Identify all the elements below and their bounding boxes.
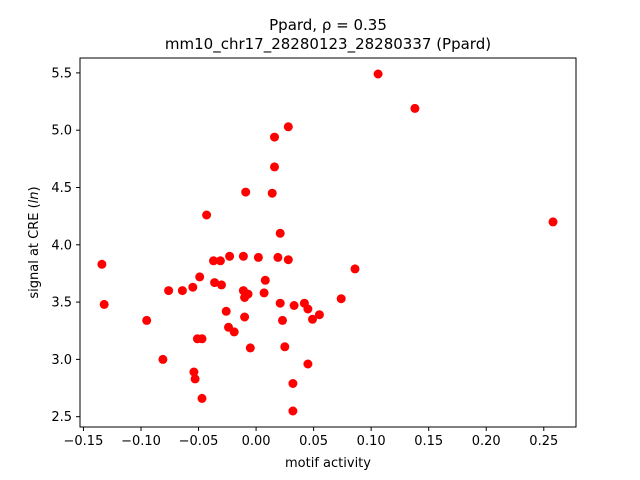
- x-tick-label: −0.15: [64, 434, 104, 449]
- data-point: [190, 374, 200, 384]
- y-axis-ticks: 2.5 3.0 3.5 4.0 4.5 5.0 5.5: [51, 66, 80, 425]
- chart-title-line2: mm10_chr17_28280123_28280337 (Ppard): [165, 35, 491, 54]
- data-point: [189, 367, 199, 377]
- data-point: [195, 272, 205, 282]
- data-point: [303, 304, 313, 314]
- y-tick-label: 2.5: [51, 410, 72, 425]
- data-point: [288, 379, 298, 388]
- x-tick-label: 0.15: [414, 434, 443, 449]
- data-point: [243, 289, 253, 299]
- data-point: [210, 278, 220, 288]
- data-point: [280, 342, 290, 352]
- data-point: [350, 264, 360, 274]
- data-point: [260, 275, 270, 285]
- x-tick-label: 0.20: [472, 434, 501, 449]
- data-point: [289, 301, 299, 310]
- x-tick-label: −0.10: [121, 434, 161, 449]
- data-point: [188, 282, 198, 292]
- data-point: [202, 210, 212, 220]
- data-point: [197, 393, 207, 403]
- x-tick-label: 0.00: [242, 434, 271, 449]
- data-point: [267, 188, 277, 198]
- x-axis-ticks: −0.15 −0.10 −0.05 0.00 0.05 0.10 0.15 0.20 0.25: [64, 427, 558, 449]
- data-point: [217, 280, 226, 290]
- data-point: [97, 259, 107, 269]
- data-point: [410, 103, 420, 113]
- chart-title-line1: Ppard, ρ = 0.35: [269, 16, 387, 34]
- data-point: [259, 288, 269, 298]
- data-point: [164, 286, 174, 296]
- data-point: [229, 327, 239, 337]
- x-tick-label: 0.25: [529, 434, 558, 449]
- data-point: [197, 334, 207, 344]
- data-point: [283, 122, 293, 132]
- data-point: [270, 132, 279, 142]
- data-points: [97, 69, 558, 416]
- data-point: [177, 286, 187, 296]
- data-point: [308, 314, 317, 324]
- data-point: [245, 343, 255, 353]
- data-point: [142, 315, 152, 325]
- data-point: [225, 251, 235, 261]
- y-tick-label: 5.5: [51, 66, 72, 81]
- data-point: [336, 294, 346, 304]
- data-point: [253, 252, 263, 262]
- data-point: [209, 256, 218, 266]
- x-tick-label: 0.05: [299, 434, 328, 449]
- data-point: [241, 187, 251, 197]
- y-axis-label: signal at CRE (ln): [27, 186, 42, 298]
- data-point: [215, 256, 225, 266]
- data-point: [273, 252, 283, 262]
- x-tick-label: −0.05: [179, 434, 219, 449]
- data-point: [275, 228, 285, 238]
- data-point: [314, 310, 324, 320]
- y-tick-label: 4.5: [51, 181, 72, 196]
- data-point: [275, 298, 285, 308]
- data-point: [548, 217, 558, 227]
- y-tick-label: 5.0: [51, 124, 72, 139]
- data-point: [99, 299, 109, 309]
- data-point: [238, 251, 248, 261]
- data-point: [303, 359, 313, 369]
- data-point: [240, 312, 250, 322]
- data-point: [373, 69, 383, 79]
- data-point: [278, 315, 287, 325]
- y-tick-label: 4.0: [51, 238, 72, 253]
- data-point: [283, 255, 293, 265]
- data-point: [221, 306, 231, 316]
- data-point: [288, 406, 298, 416]
- data-point: [270, 162, 279, 172]
- y-tick-label: 3.5: [51, 296, 72, 311]
- data-point: [158, 354, 168, 364]
- x-tick-label: 0.10: [357, 434, 386, 449]
- x-axis-label: motif activity: [285, 456, 371, 471]
- plot-frame: [79, 57, 577, 428]
- y-tick-label: 3.0: [51, 353, 72, 368]
